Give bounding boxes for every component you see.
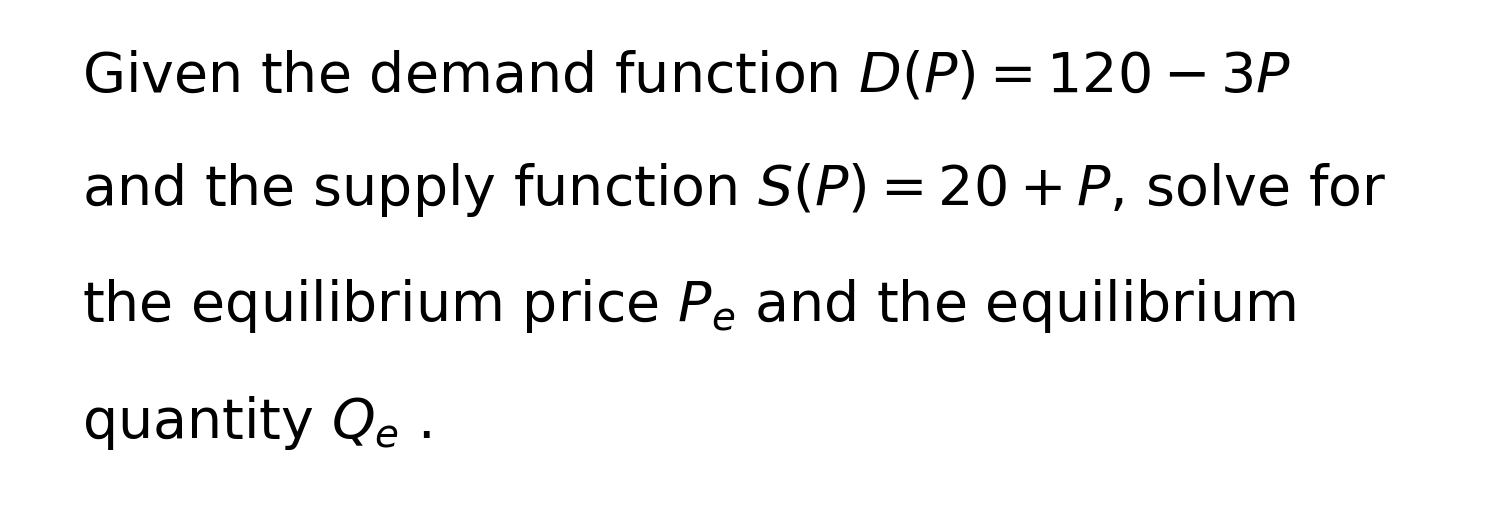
Text: and the supply function $S(P) = 20 + P$, solve for: and the supply function $S(P) = 20 + P$,… xyxy=(82,162,1388,219)
Text: quantity $Q_e$ .: quantity $Q_e$ . xyxy=(82,394,432,452)
Text: the equilibrium price $P_e$ and the equilibrium: the equilibrium price $P_e$ and the equi… xyxy=(82,278,1296,335)
Text: Given the demand function $D(P) = 120 - 3P$: Given the demand function $D(P) = 120 - … xyxy=(82,49,1292,103)
